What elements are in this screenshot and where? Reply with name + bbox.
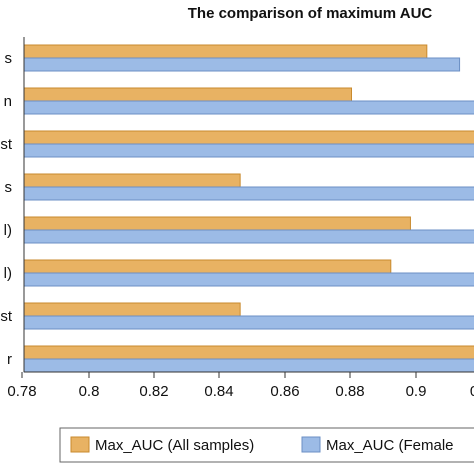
category-label-6: l) xyxy=(4,265,12,282)
chart-title: The comparison of maximum AUC xyxy=(188,5,433,22)
x-tick-label-6: 0.88 xyxy=(335,383,364,400)
category-label-3: st xyxy=(0,136,13,153)
category-label-4: s xyxy=(5,179,13,196)
bar-female-6 xyxy=(23,272,474,287)
bar-female-1 xyxy=(23,57,461,72)
bar-all-samples-7 xyxy=(23,302,241,317)
legend-swatch-female xyxy=(301,436,321,453)
category-label-8: r xyxy=(7,351,12,368)
category-label-7: st xyxy=(0,308,13,325)
bar-all-samples-4 xyxy=(23,173,241,188)
x-tick-label-4: 0.84 xyxy=(204,383,233,400)
legend-frame xyxy=(59,427,474,463)
x-ticks: 0.78 0.8 0.82 0.84 0.86 0.88 0.9 0 xyxy=(7,372,474,400)
bar-female-4 xyxy=(23,186,474,201)
bar-female-2 xyxy=(23,100,474,115)
legend: Max_AUC (All samples) Max_AUC (Female xyxy=(59,427,474,463)
bar-female-8 xyxy=(23,358,474,373)
category-label-1: s xyxy=(5,50,13,67)
bar-female-5 xyxy=(23,229,474,244)
bar-all-samples-5 xyxy=(23,216,411,231)
legend-label-all-samples: Max_AUC (All samples) xyxy=(95,437,254,454)
bar-female-3 xyxy=(23,143,474,158)
x-tick-label-5: 0.86 xyxy=(270,383,299,400)
bars-group xyxy=(23,44,474,373)
bar-all-samples-8 xyxy=(23,345,474,360)
x-tick-label-3: 0.82 xyxy=(139,383,168,400)
bar-all-samples-6 xyxy=(23,259,392,274)
bar-all-samples-3 xyxy=(23,130,474,145)
category-label-5: l) xyxy=(4,222,12,239)
x-tick-label-2: 0.8 xyxy=(79,383,100,400)
x-tick-label-8: 0 xyxy=(470,383,474,400)
category-labels: s n st s l) l) st r xyxy=(0,50,13,368)
x-tick-label-7: 0.9 xyxy=(406,383,427,400)
legend-swatch-all-samples xyxy=(70,436,90,453)
bar-all-samples-2 xyxy=(23,87,352,102)
bar-all-samples-1 xyxy=(23,44,428,59)
bar-female-7 xyxy=(23,315,474,330)
x-tick-label-1: 0.78 xyxy=(7,383,36,400)
category-label-2: n xyxy=(4,93,12,110)
legend-label-female: Max_AUC (Female xyxy=(326,437,454,454)
